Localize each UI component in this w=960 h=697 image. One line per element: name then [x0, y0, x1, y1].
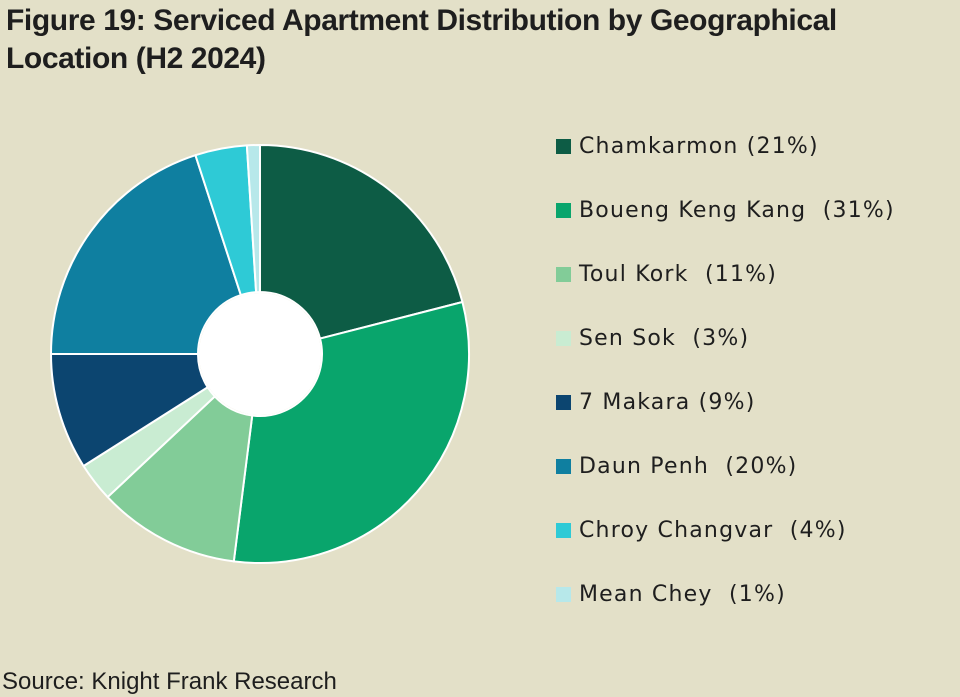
legend-swatch	[556, 266, 571, 282]
legend-swatch	[556, 202, 571, 218]
legend-item-boueng-keng-kang: Boueng Keng Kang (31%)	[556, 192, 895, 228]
legend-item-chamkarmon: Chamkarmon (21%)	[556, 128, 819, 164]
legend-swatch	[556, 138, 571, 154]
legend-label: Chamkarmon (21%)	[579, 133, 819, 159]
slice-chamkarmon	[259, 144, 464, 340]
legend-swatch	[556, 458, 571, 474]
legend-item-sen-sok: Sen Sok (3%)	[556, 320, 749, 356]
slice-toul-kork	[106, 395, 254, 563]
legend-swatch	[556, 522, 571, 538]
legend-label: Boueng Keng Kang (31%)	[579, 197, 895, 223]
legend-item-daun-penh: Daun Penh (20%)	[556, 448, 797, 484]
legend-label: Daun Penh (20%)	[579, 453, 798, 479]
legend-swatch	[556, 330, 571, 346]
source-note: Source: Knight Frank Research	[2, 668, 337, 695]
legend-item-7-makara: 7 Makara (9%)	[556, 384, 755, 420]
slice-mean-chey	[245, 144, 261, 294]
legend-label: 7 Makara (9%)	[579, 389, 756, 415]
legend-label: Toul Kork (11%)	[579, 261, 778, 287]
legend-item-mean-chey: Mean Chey (1%)	[556, 576, 786, 612]
slice-boueng-keng-kang	[232, 301, 470, 564]
legend-swatch	[556, 394, 571, 410]
legend-item-chroy-changvar: Chroy Changvar (4%)	[556, 512, 847, 548]
legend-item-toul-kork: Toul Kork (11%)	[556, 256, 777, 292]
chart-title: Figure 19: Serviced Apartment Distributi…	[6, 4, 837, 75]
legend-label: Sen Sok (3%)	[579, 325, 750, 351]
donut-hole	[199, 293, 321, 415]
legend-label: Chroy Changvar (4%)	[579, 517, 847, 543]
legend-label: Mean Chey (1%)	[579, 581, 786, 607]
slice-daun-penh	[50, 154, 242, 355]
legend-swatch	[556, 586, 571, 602]
